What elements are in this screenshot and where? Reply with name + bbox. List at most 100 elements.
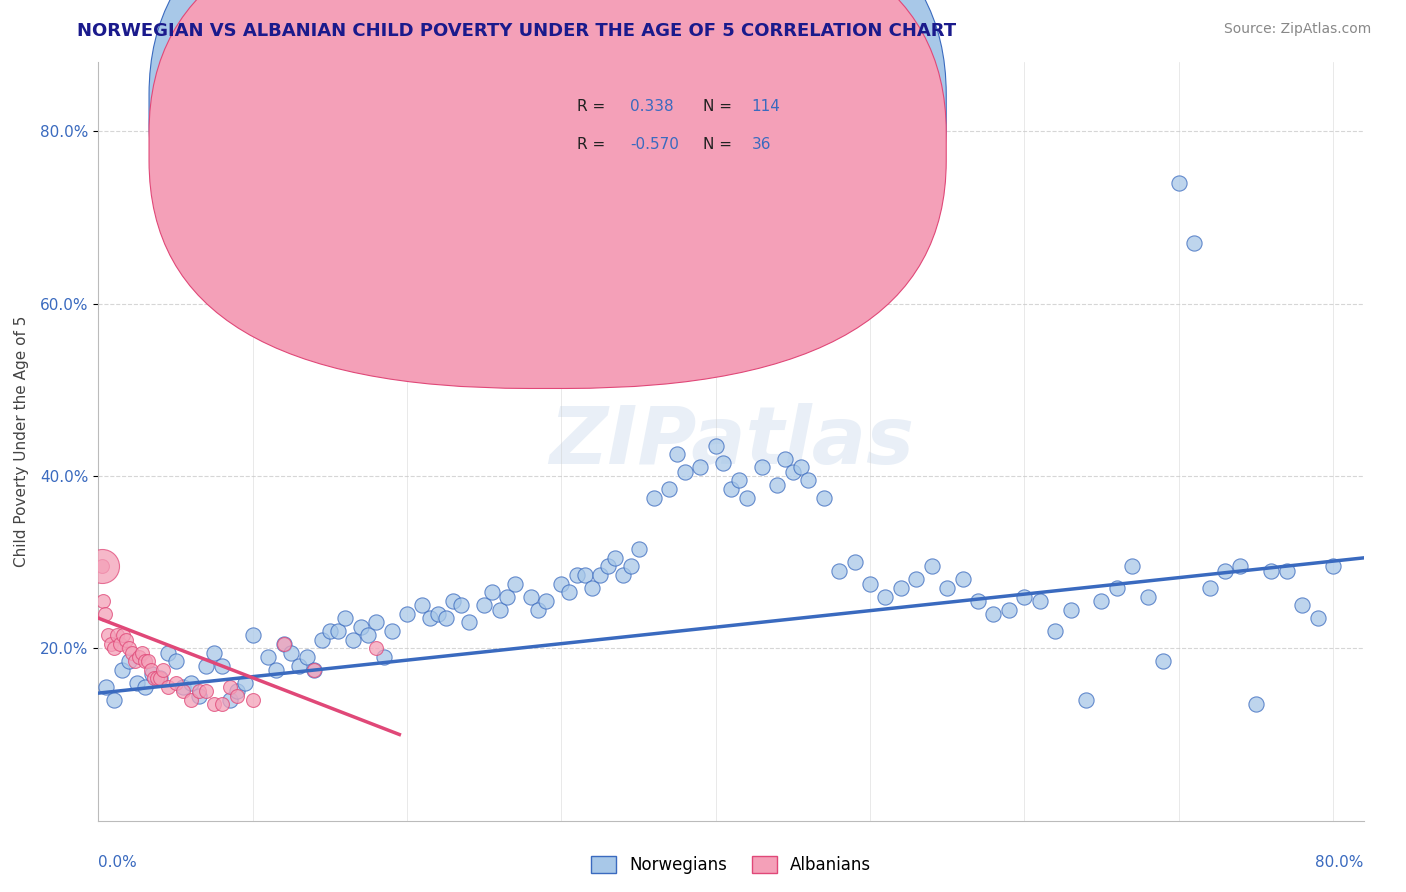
Point <box>105 628 128 642</box>
Y-axis label: Child Poverty Under the Age of 5: Child Poverty Under the Age of 5 <box>14 316 30 567</box>
Point <box>441 594 464 608</box>
Point <box>998 602 1021 616</box>
Point <box>481 585 503 599</box>
Point <box>226 689 249 703</box>
Point <box>581 581 603 595</box>
Point <box>751 460 773 475</box>
Point <box>550 576 572 591</box>
Point <box>704 439 727 453</box>
Point <box>118 641 141 656</box>
Point <box>233 675 256 690</box>
Point <box>620 559 643 574</box>
Text: 114: 114 <box>751 99 780 114</box>
Point <box>335 611 357 625</box>
Point <box>1182 236 1205 251</box>
Point <box>304 663 326 677</box>
Point <box>450 599 472 613</box>
Point <box>94 680 117 694</box>
Point <box>813 491 835 505</box>
Point <box>134 654 156 668</box>
Legend: Norwegians, Albanians: Norwegians, Albanians <box>583 849 879 880</box>
Point <box>288 658 311 673</box>
Point <box>118 654 141 668</box>
Point <box>983 607 1005 621</box>
Point <box>527 602 550 616</box>
Point <box>180 693 202 707</box>
Point <box>180 675 202 690</box>
Point <box>457 615 479 630</box>
Point <box>1029 594 1052 608</box>
Point <box>108 637 131 651</box>
Point <box>136 654 159 668</box>
Text: R =: R = <box>576 99 605 114</box>
Point <box>735 491 758 505</box>
Point <box>1136 590 1159 604</box>
Point <box>666 447 689 461</box>
Point <box>689 460 711 475</box>
Point <box>643 491 665 505</box>
Point <box>112 628 135 642</box>
Point <box>1291 599 1313 613</box>
Point <box>121 646 143 660</box>
Point <box>627 542 650 557</box>
Point <box>1043 624 1066 639</box>
Point <box>304 663 326 677</box>
Point <box>90 559 112 574</box>
Point <box>1244 698 1267 712</box>
Point <box>172 680 194 694</box>
Point <box>773 451 796 466</box>
Point <box>124 654 146 668</box>
Point <box>211 658 233 673</box>
Point <box>574 568 596 582</box>
Point <box>115 632 138 647</box>
Point <box>727 473 749 487</box>
Point <box>146 672 169 686</box>
Point <box>366 615 388 630</box>
Point <box>1121 559 1143 574</box>
Text: 0.338: 0.338 <box>630 99 673 114</box>
Point <box>218 693 240 707</box>
Point <box>1105 581 1128 595</box>
Point <box>503 576 526 591</box>
Point <box>165 675 187 690</box>
Point <box>357 628 380 642</box>
Text: R =: R = <box>576 136 605 152</box>
Point <box>967 594 990 608</box>
Point <box>141 667 163 681</box>
Point <box>1260 564 1282 578</box>
Text: NORWEGIAN VS ALBANIAN CHILD POVERTY UNDER THE AGE OF 5 CORRELATION CHART: NORWEGIAN VS ALBANIAN CHILD POVERTY UNDE… <box>77 22 956 40</box>
Point <box>558 585 581 599</box>
Point <box>264 663 287 677</box>
Point <box>612 568 634 582</box>
Point <box>257 649 280 664</box>
Point <box>273 637 295 651</box>
Point <box>488 602 510 616</box>
Point <box>226 684 249 698</box>
Point <box>1152 654 1174 668</box>
Point <box>1322 559 1344 574</box>
Point <box>419 611 441 625</box>
Text: 80.0%: 80.0% <box>1316 855 1364 870</box>
Point <box>844 555 866 569</box>
Text: N =: N = <box>703 99 733 114</box>
Point <box>152 663 174 677</box>
Point <box>381 624 404 639</box>
Point <box>295 649 318 664</box>
Point <box>713 456 735 470</box>
Point <box>125 675 148 690</box>
Point <box>110 663 132 677</box>
Point <box>496 590 519 604</box>
Point <box>202 698 225 712</box>
Point <box>242 628 264 642</box>
Text: 36: 36 <box>751 136 770 152</box>
Point <box>411 599 433 613</box>
Point <box>605 550 627 565</box>
Point <box>93 607 115 621</box>
Point <box>1213 564 1236 578</box>
Point <box>1167 176 1189 190</box>
Point <box>859 576 882 591</box>
Point <box>139 663 162 677</box>
Point <box>936 581 959 595</box>
Point <box>149 672 172 686</box>
Point <box>890 581 912 595</box>
